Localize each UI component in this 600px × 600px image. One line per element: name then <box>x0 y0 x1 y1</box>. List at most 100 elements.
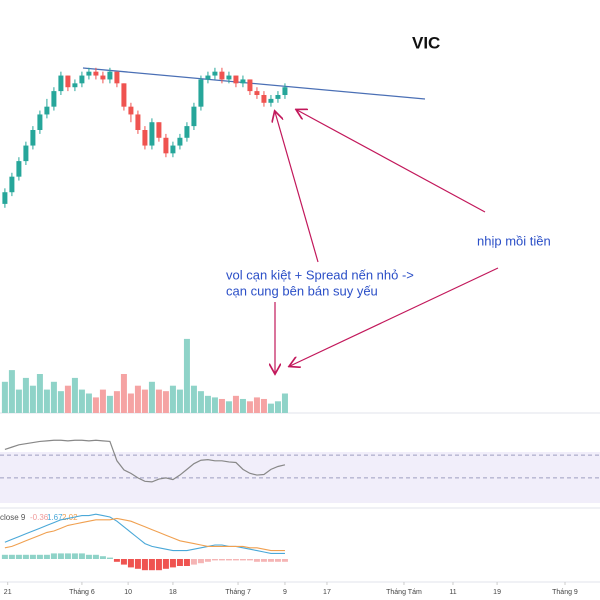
legend-value: 1.67 <box>47 513 63 522</box>
histogram-bar <box>120 559 127 565</box>
volume-bar <box>162 391 169 413</box>
volume-bar <box>267 403 274 413</box>
x-tick-label: 21 <box>4 589 12 596</box>
histogram-bar <box>148 559 155 571</box>
volume-bar <box>281 393 288 413</box>
candle-body <box>212 71 218 76</box>
candle-body <box>184 126 190 138</box>
candle-body <box>2 192 8 204</box>
candle-body <box>275 95 281 99</box>
legend-value: -0.36 <box>30 513 49 522</box>
histogram-bar <box>267 559 274 562</box>
candle-body <box>282 87 288 95</box>
x-tick-label: 11 <box>449 589 456 596</box>
annotation: cạn cung bên bán suy yếu <box>226 283 378 298</box>
volume-bar <box>155 389 162 413</box>
histogram-bar <box>71 553 78 559</box>
volume-bar <box>225 401 232 413</box>
volume-bar <box>218 398 225 413</box>
volume-bar <box>197 391 204 413</box>
x-tick-label: 10 <box>124 589 132 596</box>
volume-bar <box>15 389 22 413</box>
x-tick-label: 18 <box>169 589 177 596</box>
histogram-bar <box>232 559 239 561</box>
legend-label: close 9 <box>0 513 26 522</box>
annotation: vol cạn kiệt + Spread nến nhỏ -> <box>226 267 414 282</box>
volume-bar <box>253 397 260 413</box>
histogram-bar <box>99 556 106 559</box>
candle-body <box>58 75 64 92</box>
histogram-bar <box>113 559 120 562</box>
candle-body <box>86 71 92 76</box>
histogram-bar <box>218 559 225 561</box>
volume-bar <box>204 395 211 413</box>
volume-bar <box>29 385 36 413</box>
histogram-bar <box>225 559 232 561</box>
arrow <box>297 110 486 213</box>
volume-bar <box>239 398 246 413</box>
trend-line <box>82 67 426 100</box>
volume-bar <box>36 374 43 413</box>
histogram-bar <box>36 554 43 559</box>
candle-body <box>121 83 127 107</box>
histogram-bar <box>92 554 99 559</box>
candle-body <box>16 161 22 177</box>
candle-body <box>37 114 43 130</box>
volume-bar <box>211 397 218 413</box>
histogram-bar <box>141 559 148 571</box>
volume-bar <box>274 401 281 413</box>
candle-body <box>156 122 162 138</box>
histogram-bar <box>78 553 85 559</box>
candle-body <box>100 75 106 80</box>
volume-bar <box>43 389 50 413</box>
candle-body <box>198 79 204 107</box>
histogram-bar <box>134 559 141 569</box>
volume-bar <box>120 374 127 413</box>
histogram-bar <box>43 554 50 559</box>
histogram-bar <box>211 559 218 561</box>
candle-body <box>233 75 239 84</box>
volume-bar <box>113 391 120 413</box>
x-tick-label: 9 <box>283 589 287 596</box>
histogram-bar <box>29 554 36 559</box>
candle-body <box>51 91 57 107</box>
candle-body <box>72 83 78 88</box>
candle-body <box>226 75 232 80</box>
candle-body <box>128 106 134 115</box>
candle-body <box>219 71 225 80</box>
arrow <box>290 267 499 366</box>
candle-body <box>240 79 246 84</box>
x-tick-label: Tháng Tám <box>386 589 422 596</box>
volume-bar <box>134 385 141 413</box>
candle-body <box>30 130 36 146</box>
volume-bar <box>260 398 267 413</box>
histogram-bar <box>190 559 197 565</box>
volume-bar <box>176 389 183 413</box>
x-tick-label: Tháng 9 <box>552 589 578 596</box>
histogram-bar <box>127 559 134 568</box>
volume-bar <box>190 385 197 413</box>
histogram-bar <box>246 559 253 561</box>
volume-bar <box>22 377 29 413</box>
volume-bar <box>106 395 113 413</box>
volume-bar <box>127 393 134 413</box>
histogram-bar <box>239 559 246 561</box>
histogram-bar <box>57 553 64 559</box>
volume-bar <box>57 391 64 413</box>
volume-bar <box>141 389 148 413</box>
candle-body <box>107 71 113 80</box>
chart-title: VIC <box>412 33 440 52</box>
candle-body <box>261 95 267 103</box>
volume-bar <box>92 397 99 413</box>
x-tick-label: 19 <box>493 589 501 596</box>
candle-body <box>93 71 99 76</box>
volume-bar <box>71 377 78 413</box>
candle-body <box>163 137 169 154</box>
histogram-bar <box>204 559 211 562</box>
candle-body <box>191 106 197 127</box>
candle-body <box>79 75 85 84</box>
histogram-bar <box>85 554 92 559</box>
volume-bar <box>232 395 239 413</box>
macd-line <box>4 517 285 552</box>
